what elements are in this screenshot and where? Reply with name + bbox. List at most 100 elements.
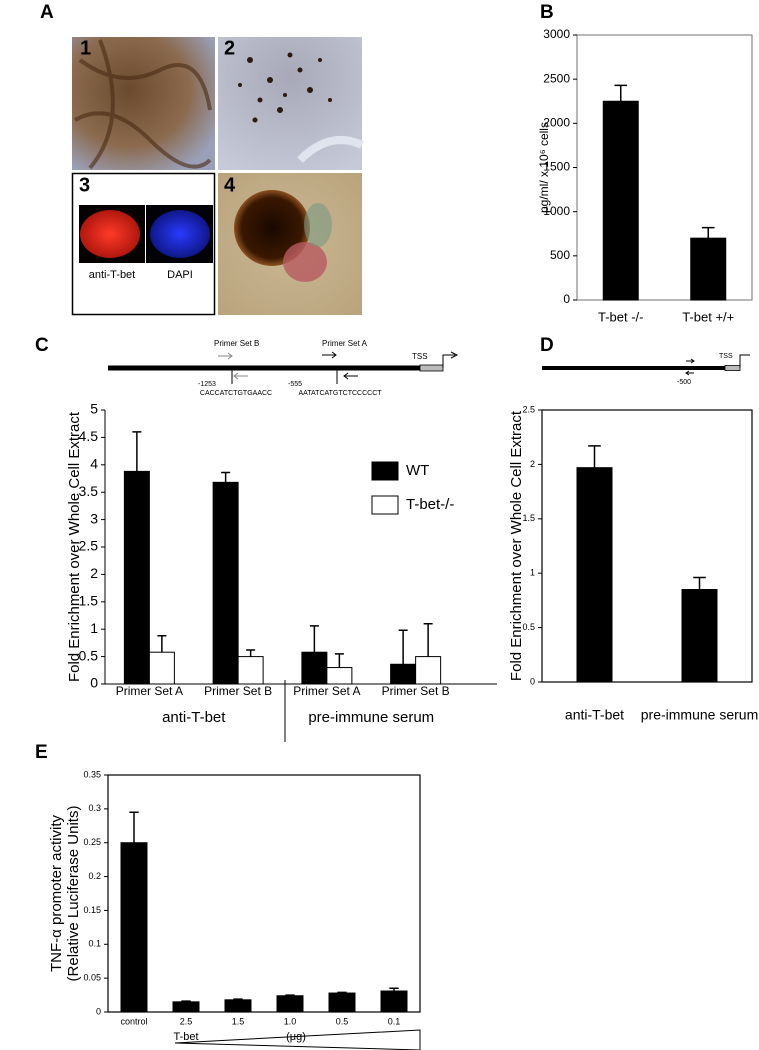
y-axis-label: (Relative Luciferase Units) bbox=[65, 806, 82, 982]
legend-label: WT bbox=[406, 462, 429, 479]
primer-arrow bbox=[322, 351, 337, 359]
texture bbox=[74, 39, 212, 170]
y-axis-label: Fold Enrichment over Whole Cell Extract bbox=[66, 411, 83, 682]
y-tick-label: 500 bbox=[550, 248, 570, 262]
y-tick-label: 1500 bbox=[543, 160, 570, 174]
error-bar bbox=[423, 622, 433, 657]
image-number: 3 bbox=[79, 174, 90, 196]
x-tick-label: Primer Set B bbox=[382, 684, 450, 698]
micrograph bbox=[218, 37, 362, 170]
position-label: -1253 bbox=[198, 381, 216, 388]
panel-letter: A bbox=[40, 2, 54, 23]
x-tick-label: 0.1 bbox=[388, 1016, 401, 1026]
bar bbox=[172, 1001, 200, 1013]
sequence: CACCATCTGTGAACC bbox=[200, 390, 272, 397]
tss-arrow bbox=[442, 354, 455, 368]
error-bar bbox=[246, 649, 256, 657]
promoter-diagram: TSS -500 bbox=[542, 353, 750, 386]
error-bar bbox=[701, 226, 715, 239]
bar bbox=[148, 651, 175, 685]
image-caption: DAPI bbox=[167, 269, 193, 281]
y-tick-label: 2500 bbox=[543, 71, 570, 85]
error-bar bbox=[285, 994, 295, 996]
position-label: -555 bbox=[288, 381, 302, 388]
y-tick-label: 0.2 bbox=[88, 871, 101, 881]
y-tick-label: 0 bbox=[530, 676, 535, 686]
y-tick-label: 0.5 bbox=[79, 647, 99, 663]
plot-frame bbox=[541, 409, 753, 683]
tss-label: TSS bbox=[719, 353, 733, 360]
exon bbox=[419, 364, 444, 372]
texture bbox=[238, 52, 332, 123]
x-tick-label: T-bet -/- bbox=[598, 309, 644, 324]
y-tick-label: 3.5 bbox=[79, 483, 99, 499]
error-bar bbox=[233, 998, 243, 1000]
x-tick-label: pre-immune serum bbox=[641, 707, 758, 723]
bar bbox=[123, 470, 150, 685]
primer-label: Primer Set B bbox=[214, 339, 259, 348]
error-bar bbox=[389, 987, 399, 992]
primer-label: Primer Set A bbox=[322, 339, 368, 348]
y-tick-label: 0 bbox=[90, 675, 98, 691]
y-axis-label: TNF-α promoter activity bbox=[48, 814, 65, 972]
panel-letter: B bbox=[540, 2, 554, 23]
bar bbox=[380, 990, 408, 1013]
bar bbox=[212, 481, 239, 685]
bar bbox=[326, 667, 353, 685]
bar bbox=[120, 842, 148, 1013]
y-tick-label: 0.5 bbox=[522, 622, 535, 632]
error-bar bbox=[337, 991, 347, 994]
y-tick-label: 4.5 bbox=[79, 428, 99, 444]
x-tick-label: 0.5 bbox=[336, 1016, 349, 1026]
primer-arrow bbox=[233, 372, 248, 380]
x-tick-label: 1.5 bbox=[232, 1016, 245, 1026]
image-number: 1 bbox=[80, 37, 91, 59]
group-label: anti-T-bet bbox=[162, 709, 226, 726]
error-bar bbox=[157, 635, 167, 653]
y-tick-label: 4 bbox=[90, 456, 98, 472]
x-tick-label: 1.0 bbox=[284, 1016, 297, 1026]
tss-arrow bbox=[739, 354, 750, 368]
cell bbox=[283, 242, 327, 282]
panel-letter: C bbox=[35, 335, 49, 356]
y-tick-label: 5 bbox=[90, 401, 98, 417]
error-bar bbox=[693, 576, 706, 590]
image-number: 2 bbox=[224, 37, 235, 59]
bar bbox=[576, 467, 613, 683]
annotation: (μg) bbox=[286, 1031, 306, 1043]
panel-a: anti-T-bet DAPI 1 2 3 4 bbox=[71, 37, 364, 316]
y-tick-label: 0 bbox=[563, 292, 570, 306]
position-label: -500 bbox=[677, 379, 691, 386]
y-tick-label: 3000 bbox=[543, 27, 570, 41]
primer-arrow bbox=[218, 352, 233, 360]
cell bbox=[304, 203, 332, 247]
y-tick-label: 0.05 bbox=[83, 973, 101, 983]
legend-swatch bbox=[371, 461, 399, 481]
error-bar bbox=[588, 445, 601, 468]
bar bbox=[237, 656, 264, 685]
group-label: pre-immune serum bbox=[308, 709, 434, 726]
cell bbox=[150, 210, 210, 258]
y-tick-label: 0.25 bbox=[83, 837, 101, 847]
legend-swatch bbox=[371, 495, 399, 515]
y-tick-label: 2.5 bbox=[79, 538, 99, 554]
y-axis-label: pg/ml/ x 10⁶ cells bbox=[537, 122, 551, 213]
sequence: AATATCATGTCTCCCCCT bbox=[298, 390, 382, 397]
error-bar bbox=[398, 629, 408, 665]
panel-letter: D bbox=[540, 335, 554, 356]
primer-arrow bbox=[686, 358, 695, 364]
primer-arrow bbox=[343, 372, 358, 380]
y-tick-label: 1 bbox=[90, 620, 98, 636]
x-tick-label: Primer Set B bbox=[204, 684, 272, 698]
error-bar bbox=[132, 431, 142, 472]
bar bbox=[602, 100, 639, 301]
y-tick-label: 1000 bbox=[543, 204, 570, 218]
image-caption: anti-T-bet bbox=[89, 269, 135, 281]
y-tick-label: 0.35 bbox=[83, 769, 101, 779]
y-tick-label: 2.5 bbox=[522, 404, 535, 414]
error-bar bbox=[181, 1000, 191, 1002]
bar bbox=[224, 999, 252, 1013]
bar bbox=[415, 656, 442, 685]
y-tick-label: 1 bbox=[530, 568, 535, 578]
